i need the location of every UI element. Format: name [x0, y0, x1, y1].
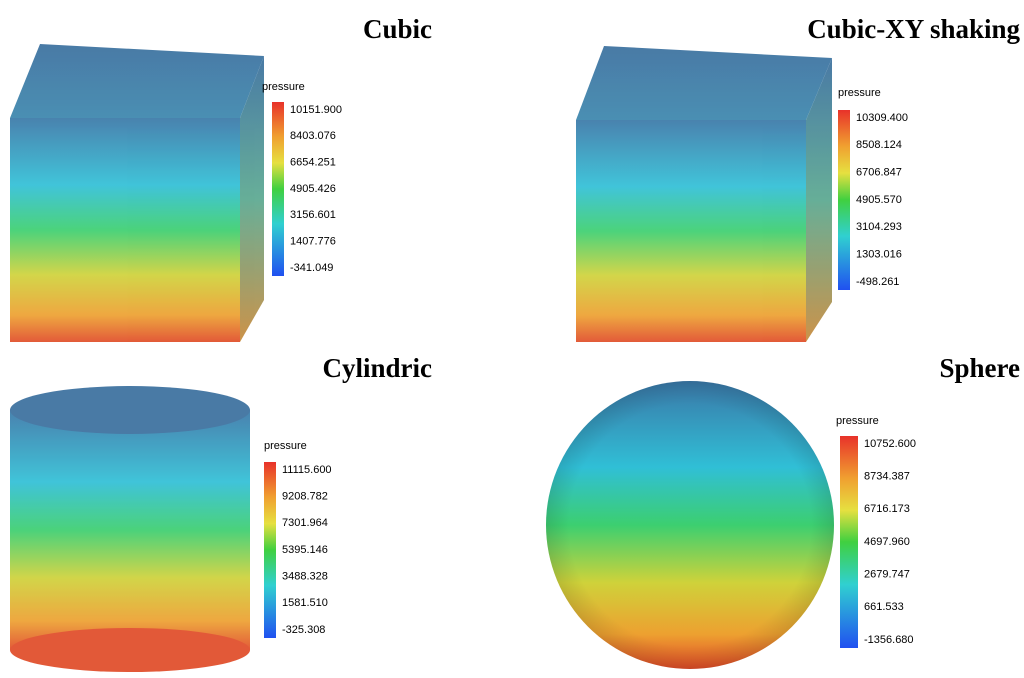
colorbar-label: 1303.016 [856, 249, 902, 261]
colorbar-label: 7301.964 [282, 517, 328, 529]
legend-title: pressure [262, 81, 305, 93]
legend-title: pressure [264, 440, 307, 452]
colorbar-label: 3104.293 [856, 221, 902, 233]
colorbar-label: 3156.601 [290, 209, 336, 221]
colorbar-label: 6654.251 [290, 157, 336, 169]
cylinder-render [10, 386, 250, 672]
colorbar-label: 10151.900 [290, 104, 342, 116]
legend-title: pressure [838, 87, 881, 99]
colorbar-label: -1356.680 [864, 634, 914, 646]
colorbar-label: -341.049 [290, 262, 333, 274]
colorbar-label: 4905.426 [290, 183, 336, 195]
colorbar [840, 436, 858, 648]
panel-title: Cylindric [322, 353, 432, 383]
colorbar-label: 8508.124 [856, 139, 902, 151]
panel-title: Cubic-XY shaking [807, 14, 1020, 44]
colorbar [838, 110, 850, 290]
colorbar-label: 4697.960 [864, 536, 910, 548]
panel-title: Sphere [939, 353, 1020, 383]
colorbar-label: 661.533 [864, 601, 904, 613]
cube-render [10, 44, 264, 342]
colorbar-label: 6706.847 [856, 167, 902, 179]
colorbar-label: -498.261 [856, 276, 899, 288]
colorbar [272, 102, 284, 276]
colorbar-label: 8403.076 [290, 130, 336, 142]
colorbar-label: 1581.510 [282, 597, 328, 609]
sphere-render [546, 381, 834, 669]
colorbar-label: 1407.776 [290, 236, 336, 248]
colorbar-label: 4905.570 [856, 194, 902, 206]
legend-title: pressure [836, 415, 879, 427]
colorbar [264, 462, 276, 638]
colorbar-label: 6716.173 [864, 503, 910, 515]
colorbar-label: 5395.146 [282, 544, 328, 556]
colorbar-label: -325.308 [282, 624, 325, 636]
cube-render [576, 46, 832, 342]
colorbar-label: 8734.387 [864, 471, 910, 483]
colorbar-label: 10309.400 [856, 112, 908, 124]
colorbar-label: 10752.600 [864, 438, 916, 450]
colorbar-label: 9208.782 [282, 491, 328, 503]
colorbar-label: 11115.600 [282, 464, 332, 476]
colorbar-label: 3488.328 [282, 571, 328, 583]
panel-title: Cubic [363, 14, 432, 44]
figure: Cubic pressure 10151.900 8403.076 6654.251 49… [0, 0, 1024, 678]
colorbar-label: 2679.747 [864, 569, 910, 581]
